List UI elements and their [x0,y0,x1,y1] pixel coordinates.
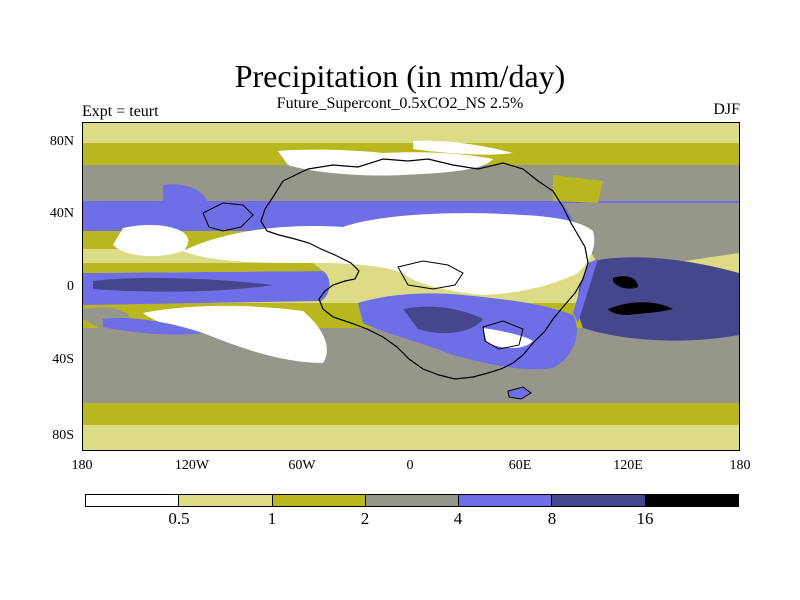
itcz-north-edge [83,263,323,273]
experiment-label: Expt = teurt [82,103,159,120]
colorbar-box [86,495,180,506]
precipitation-map [82,122,740,451]
colorbar-label: 0.5 [168,509,190,528]
xtick-label: 180 [729,458,751,473]
colorbar-box [552,495,646,506]
colorbar-box [179,495,273,506]
region-north-olive [553,175,603,203]
ytick-label: 80S [52,428,74,443]
core-16-a [613,276,638,289]
plot-title: Precipitation (in mm/day) [234,58,566,94]
colorbar-label: 2 [360,509,370,528]
region-south-core [403,306,483,334]
colorbar [85,494,739,507]
xtick-label: 120E [613,458,643,473]
inner-outline-1 [397,260,464,290]
map-svg [83,123,739,450]
colorbar-box [459,495,553,506]
inner-outline-2 [482,320,524,350]
region-south-west-wet [103,317,203,335]
xtick-label: 120W [174,458,210,473]
dry-north-pacific [113,224,189,257]
colorbar-box [272,495,366,506]
core-16-b [608,302,673,315]
region-east-pacific [577,257,739,341]
xtick-label: 180 [71,458,93,473]
dry-arctic-2 [413,140,513,155]
region-east-grey [563,203,739,273]
itcz-core [93,278,273,292]
ytick-label: 0 [67,279,74,294]
band-south-mid [83,343,739,407]
continent-outline [260,158,589,380]
xtick-label: 60E [508,458,532,473]
dry-arctic [278,149,493,176]
plot-subtitle: Future_Supercont_0.5xCO2_NS 2.5% [276,95,524,112]
colorbar-label: 16 [636,509,654,528]
dry-south [143,305,327,363]
dry-south-patch [483,328,533,348]
colorbar-box [365,495,460,506]
ytick-label: 40S [52,352,74,367]
ytick-label: 80N [49,134,74,149]
colorbar-label: 4 [453,509,463,528]
colorbar-label: 8 [547,509,557,528]
xtick-label: 0 [406,458,414,473]
ytick-label: 40N [49,206,74,221]
dry-north [183,213,595,295]
region-east-edge [573,259,598,323]
colorbar-label: 1 [267,509,277,528]
region-north-wet [163,184,209,219]
band-south-high [83,403,739,425]
island-outline-south [507,386,532,400]
season-label: DJF [713,101,740,118]
colorbar-box [645,495,738,506]
xtick-label: 60W [288,458,316,473]
island-outline-west [202,202,254,232]
